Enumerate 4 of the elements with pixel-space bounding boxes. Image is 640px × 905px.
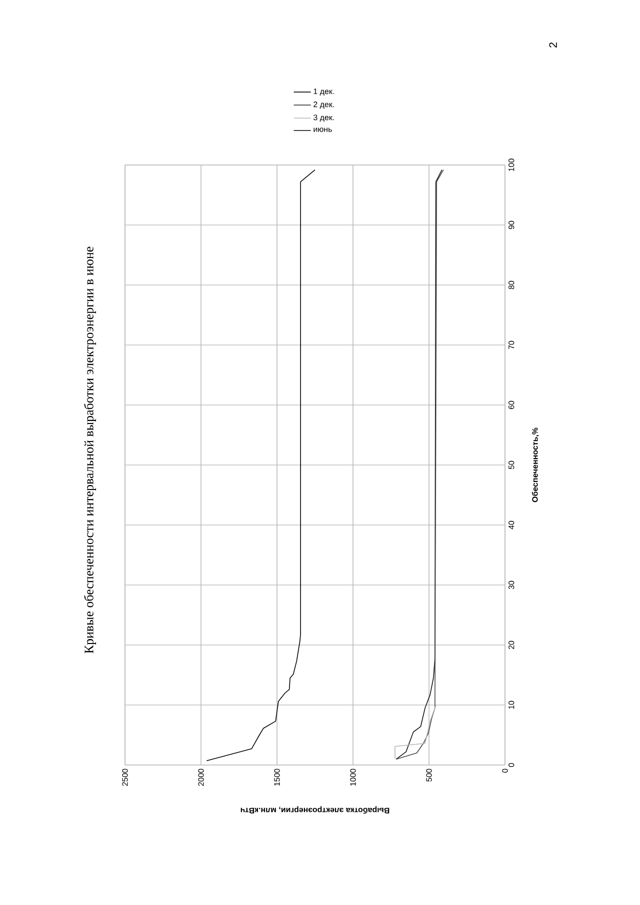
text: Кривые обеспеченности интервальной выработки электроэнергии в июне: [84, 246, 96, 654]
line-series: [206, 169, 316, 762]
line-series: [394, 704, 436, 759]
text: 2: [549, 42, 557, 48]
